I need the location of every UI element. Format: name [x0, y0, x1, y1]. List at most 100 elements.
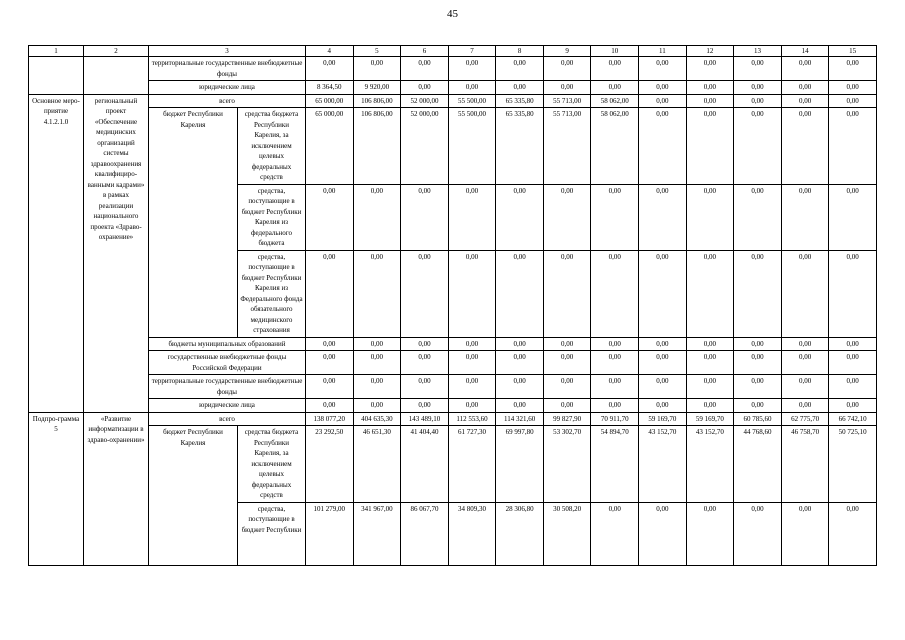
value-cell: 23 292,50	[305, 425, 354, 503]
value-cell: 58 062,00	[590, 107, 640, 185]
value-cell: 0,00	[780, 107, 830, 185]
value-cell: 0,00	[685, 183, 735, 251]
value-cell: 0,00	[638, 336, 687, 351]
value-cell: 0,00	[780, 80, 830, 95]
value-cell: 0,00	[447, 398, 497, 413]
table-row: бюджет Республики Карелия средства бюдже…	[29, 425, 877, 566]
value-cell: 0,00	[400, 80, 449, 95]
value-cell: 0,00	[733, 183, 782, 251]
value-cell: 0,00	[590, 501, 640, 566]
value-cell: 44 768,60	[733, 425, 782, 503]
value-cell: 0,00	[352, 183, 402, 251]
col-number: 5	[352, 45, 402, 57]
value-cell: 0,00	[685, 374, 735, 399]
value-cell: 0,00	[733, 374, 782, 399]
value-cell: 0,00	[733, 93, 782, 108]
value-cell: 0,00	[542, 249, 592, 338]
value-cell: 28 306,80	[495, 501, 544, 566]
col-number: 1	[28, 45, 84, 57]
value-cell: 0,00	[685, 107, 735, 185]
row-sublabel: средства, поступающие в бюджет Республик…	[237, 183, 306, 251]
value-cell: 0,00	[828, 374, 877, 399]
value-cell: 101 279,00	[305, 501, 354, 566]
value-cell: 0,00	[352, 249, 402, 338]
value-cell: 0,00	[400, 350, 449, 375]
value-cell: 0,00	[780, 374, 830, 399]
value-cell: 0,00	[733, 107, 782, 185]
value-cell: 0,00	[638, 56, 687, 81]
table-row: юридические лица 0,00 0,00 0,00 0,00 0,00 0,0…	[29, 398, 877, 413]
value-cell: 61 727,30	[447, 425, 497, 503]
value-cell: 43 152,70	[685, 425, 735, 503]
value-cell: 66 742,10	[828, 411, 877, 426]
col-number: 15	[828, 45, 877, 57]
value-cell: 0,00	[542, 350, 592, 375]
value-cell: 0,00	[447, 80, 497, 95]
row-sublabel: средства бюджета Республики Карелия, за …	[237, 425, 306, 503]
value-cell: 0,00	[542, 398, 592, 413]
col-number: 9	[542, 45, 592, 57]
value-cell: 0,00	[733, 80, 782, 95]
value-cell: 0,00	[590, 183, 640, 251]
value-cell: 0,00	[685, 501, 735, 566]
value-cell: 9 920,00	[352, 80, 402, 95]
col-number: 11	[638, 45, 687, 57]
row-label: всего	[148, 93, 306, 108]
value-cell: 0,00	[352, 336, 402, 351]
value-cell: 0,00	[733, 56, 782, 81]
value-cell: 106 806,00	[352, 93, 402, 108]
row-sublabel: средства, поступающие в бюджет Республик…	[237, 249, 306, 338]
page-number: 45	[447, 8, 458, 20]
value-cell: 0,00	[590, 350, 640, 375]
value-cell: 65 335,80	[495, 107, 544, 185]
table-row: государственные внебюджетные фонды Росси…	[29, 350, 877, 375]
value-cell: 0,00	[685, 398, 735, 413]
table-row: средства, поступающие в бюджет Республик…	[29, 501, 877, 566]
value-cell: 0,00	[685, 249, 735, 338]
value-cell: 0,00	[305, 350, 354, 375]
value-cell: 0,00	[305, 374, 354, 399]
table-row: бюджет Республики Карелия средства бюдже…	[29, 107, 877, 338]
value-cell: 0,00	[305, 183, 354, 251]
table-row: средства, поступающие в бюджет Республик…	[29, 183, 877, 251]
value-cell: 0,00	[828, 107, 877, 185]
value-cell: 46 651,30	[352, 425, 402, 503]
value-cell: 0,00	[638, 249, 687, 338]
value-cell: 53 302,70	[542, 425, 592, 503]
value-cell: 60 785,60	[733, 411, 782, 426]
value-cell: 0,00	[590, 80, 640, 95]
value-cell: 0,00	[638, 93, 687, 108]
budget-rk-label: бюджет Республики Карелия	[148, 107, 238, 338]
value-cell: 0,00	[733, 336, 782, 351]
value-cell: 0,00	[638, 350, 687, 375]
value-cell: 0,00	[400, 374, 449, 399]
row-label: территориальные государственные внебюдже…	[148, 374, 306, 399]
value-cell: 0,00	[780, 398, 830, 413]
value-cell: 0,00	[400, 249, 449, 338]
col-number: 12	[685, 45, 735, 57]
value-cell: 52 000,00	[400, 107, 449, 185]
col-number: 4	[305, 45, 354, 57]
value-cell: 0,00	[495, 398, 544, 413]
value-cell: 0,00	[638, 183, 687, 251]
value-cell: 34 809,30	[447, 501, 497, 566]
value-cell: 0,00	[685, 93, 735, 108]
row-sublabel: средства, поступающие в бюджет Республик…	[237, 501, 306, 566]
value-cell: 0,00	[828, 398, 877, 413]
value-cell: 0,00	[638, 80, 687, 95]
value-cell: 0,00	[305, 56, 354, 81]
section-name-empty	[83, 56, 149, 95]
value-cell: 0,00	[638, 107, 687, 185]
value-cell: 0,00	[495, 249, 544, 338]
col-number: 3	[148, 45, 306, 57]
value-cell: 0,00	[495, 336, 544, 351]
value-cell: 0,00	[828, 336, 877, 351]
value-cell: 138 077,20	[305, 411, 354, 426]
section-code: Основное меро-приятие 4.1.2.1.0	[28, 93, 84, 413]
value-cell: 0,00	[685, 56, 735, 81]
col-number: 7	[447, 45, 497, 57]
value-cell: 0,00	[495, 350, 544, 375]
value-cell: 0,00	[590, 336, 640, 351]
value-cell: 41 404,40	[400, 425, 449, 503]
value-cell: 58 062,00	[590, 93, 640, 108]
